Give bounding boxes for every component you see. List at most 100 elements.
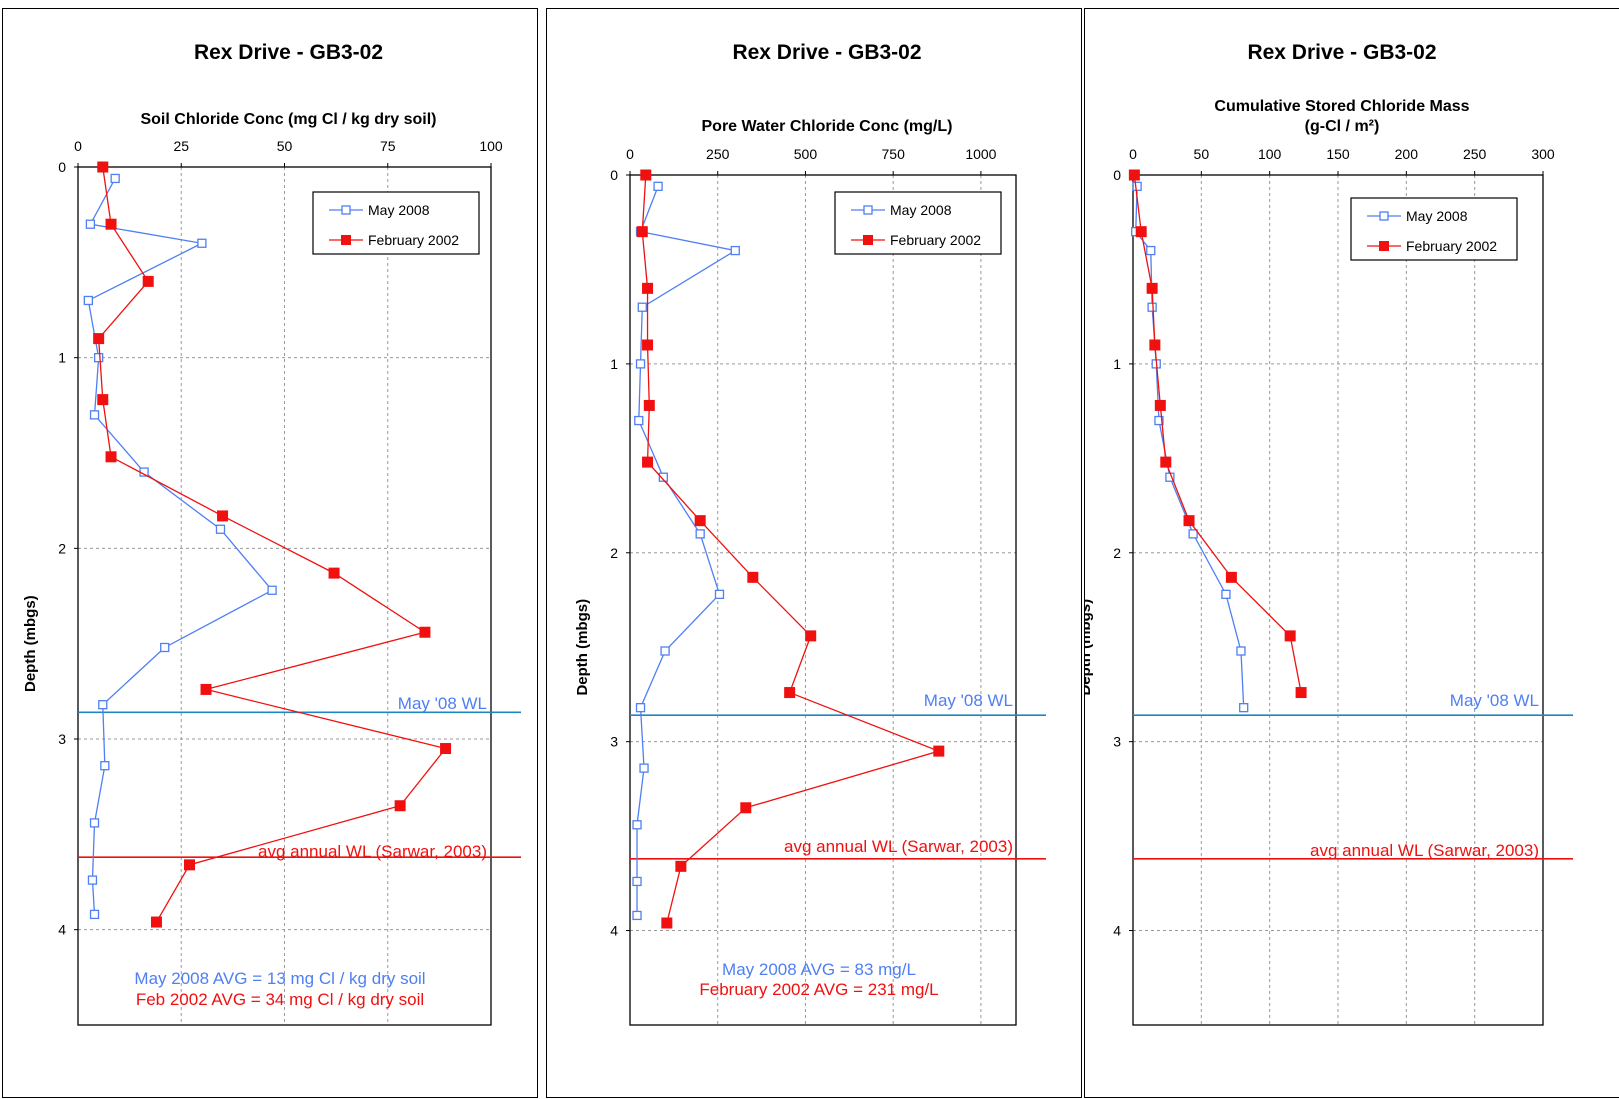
x-tick-label: 50: [1194, 146, 1210, 162]
data-point-february-2002: [394, 800, 406, 812]
data-point-february-2002: [784, 687, 796, 699]
y-tick-label: 4: [1113, 923, 1121, 939]
data-point-may-2008: [634, 415, 644, 426]
x-tick-label: 250: [706, 146, 730, 162]
data-point-february-2002: [1295, 687, 1307, 699]
data-point-may-2008: [695, 529, 705, 539]
data-point-february-2002: [1225, 571, 1237, 583]
data-point-february-2002: [150, 916, 162, 928]
legend-marker: [863, 205, 873, 215]
data-point-may-2008: [85, 219, 96, 229]
data-point-february-2002: [675, 860, 687, 872]
legend-marker: [863, 235, 873, 245]
may-2008-average-note: May 2008 AVG = 13 mg Cl / kg dry soil: [134, 969, 425, 988]
legend-box: [312, 191, 480, 255]
chart-title: Rex Drive - GB3-02: [194, 41, 383, 64]
data-point-may-2008: [660, 646, 670, 656]
plot-area-frame: [77, 166, 492, 1026]
avg-annual-wl-label: avg annual WL (Sarwar, 2003): [258, 842, 487, 861]
x-tick-label: 100: [1258, 146, 1282, 162]
x-tick-label: 0: [74, 138, 82, 154]
data-point-may-2008: [1132, 181, 1142, 191]
data-point-february-2002: [747, 571, 759, 583]
y-tick-label: 3: [58, 731, 66, 747]
x-axis-label: Cumulative Stored Chloride Mass: [1214, 98, 1469, 115]
x-tick-label: 300: [1531, 146, 1555, 162]
chart-panel-soil: Rex Drive - GB3-02 Soil Chloride Conc (mg…: [2, 8, 538, 1098]
may-08-wl-label: May '08 WL: [1450, 691, 1539, 710]
chart-title: Rex Drive - GB3-02: [732, 41, 921, 64]
chart-svg-soil: Rex Drive - GB3-02 Soil Chloride Conc (mg…: [22, 41, 521, 1026]
data-point-may-2008: [1221, 589, 1231, 599]
series-line-may-2008: [87, 178, 274, 915]
x-tick-label: 0: [1129, 146, 1137, 162]
legend-box: [1350, 197, 1518, 261]
data-point-february-2002: [661, 917, 673, 929]
data-point-may-2008: [98, 700, 108, 710]
data-point-may-2008: [639, 763, 649, 773]
data-point-may-2008: [1236, 646, 1246, 656]
data-point-may-2008: [267, 585, 277, 595]
data-point-may-2008: [197, 238, 207, 248]
y-tick-label: 2: [610, 545, 618, 561]
x-tick-label: 100: [479, 138, 503, 154]
y-tick-label: 3: [1113, 734, 1121, 750]
may-08-wl-label: May '08 WL: [924, 691, 1013, 710]
data-point-may-2008: [1188, 529, 1198, 539]
data-point-may-2008: [110, 173, 120, 184]
y-tick-label: 2: [58, 540, 66, 556]
y-axis-label: Depth (mbgs): [574, 599, 591, 696]
legend-marker: [1379, 241, 1389, 251]
legend: May 2008 February 2002: [312, 191, 480, 255]
y-axis-label: Depth (mbgs): [22, 595, 39, 692]
data-point-february-2002: [97, 161, 109, 173]
data-point-february-2002: [142, 275, 154, 287]
data-point-february-2002: [1135, 226, 1147, 238]
data-point-may-2008: [1146, 245, 1156, 256]
legend-label: May 2008: [1406, 208, 1468, 224]
chart-svg-porewater: Rex Drive - GB3-02 Pore Water Chloride Co…: [574, 41, 1046, 1026]
legend-box: [834, 191, 1002, 255]
data-point-february-2002: [93, 333, 105, 345]
data-point-february-2002: [1149, 339, 1161, 351]
avg-annual-wl-label: avg annual WL (Sarwar, 2003): [784, 837, 1013, 856]
feb-2002-average-note: Feb 2002 AVG = 34 mg Cl / kg dry soil: [136, 990, 424, 1009]
data-point-may-2008: [653, 181, 663, 191]
y-tick-label: 0: [1113, 167, 1121, 183]
data-point-february-2002: [419, 626, 431, 638]
legend-label: February 2002: [1406, 238, 1497, 254]
data-point-february-2002: [1160, 456, 1172, 468]
may-08-wl-label: May '08 WL: [398, 694, 487, 713]
data-point-february-2002: [440, 743, 452, 755]
x-tick-label: 250: [1463, 146, 1487, 162]
y-tick-label: 0: [58, 159, 66, 175]
x-tick-label: 1000: [965, 146, 996, 162]
legend-label: February 2002: [890, 232, 981, 248]
data-point-february-2002: [328, 567, 340, 579]
legend: May 2008 February 2002: [1350, 197, 1518, 261]
data-point-february-2002: [1284, 630, 1296, 642]
y-axis-label: Depth (mbgs): [1085, 599, 1094, 696]
data-point-may-2008: [160, 642, 170, 653]
y-tick-label: 2: [1113, 545, 1121, 561]
data-point-may-2008: [100, 761, 110, 771]
data-point-february-2002: [636, 226, 648, 238]
data-point-february-2002: [740, 802, 752, 814]
data-point-may-2008: [637, 302, 647, 312]
x-tick-label: 25: [173, 138, 189, 154]
data-point-may-2008: [1147, 302, 1157, 312]
series-line-may-2008: [636, 186, 738, 916]
data-point-february-2002: [1146, 282, 1158, 294]
x-axis-label-units: (g-Cl / m²): [1305, 118, 1380, 135]
series-line-february-2002: [97, 166, 447, 923]
data-point-may-2008: [632, 876, 642, 887]
data-point-february-2002: [643, 399, 655, 411]
data-point-may-2008: [635, 703, 646, 713]
data-point-may-2008: [1154, 415, 1164, 426]
y-tick-label: 0: [610, 167, 618, 183]
data-point-february-2002: [640, 169, 652, 181]
data-point-may-2008: [1239, 703, 1249, 713]
legend-marker: [341, 235, 351, 245]
data-point-may-2008: [89, 410, 100, 420]
data-point-february-2002: [105, 451, 117, 463]
